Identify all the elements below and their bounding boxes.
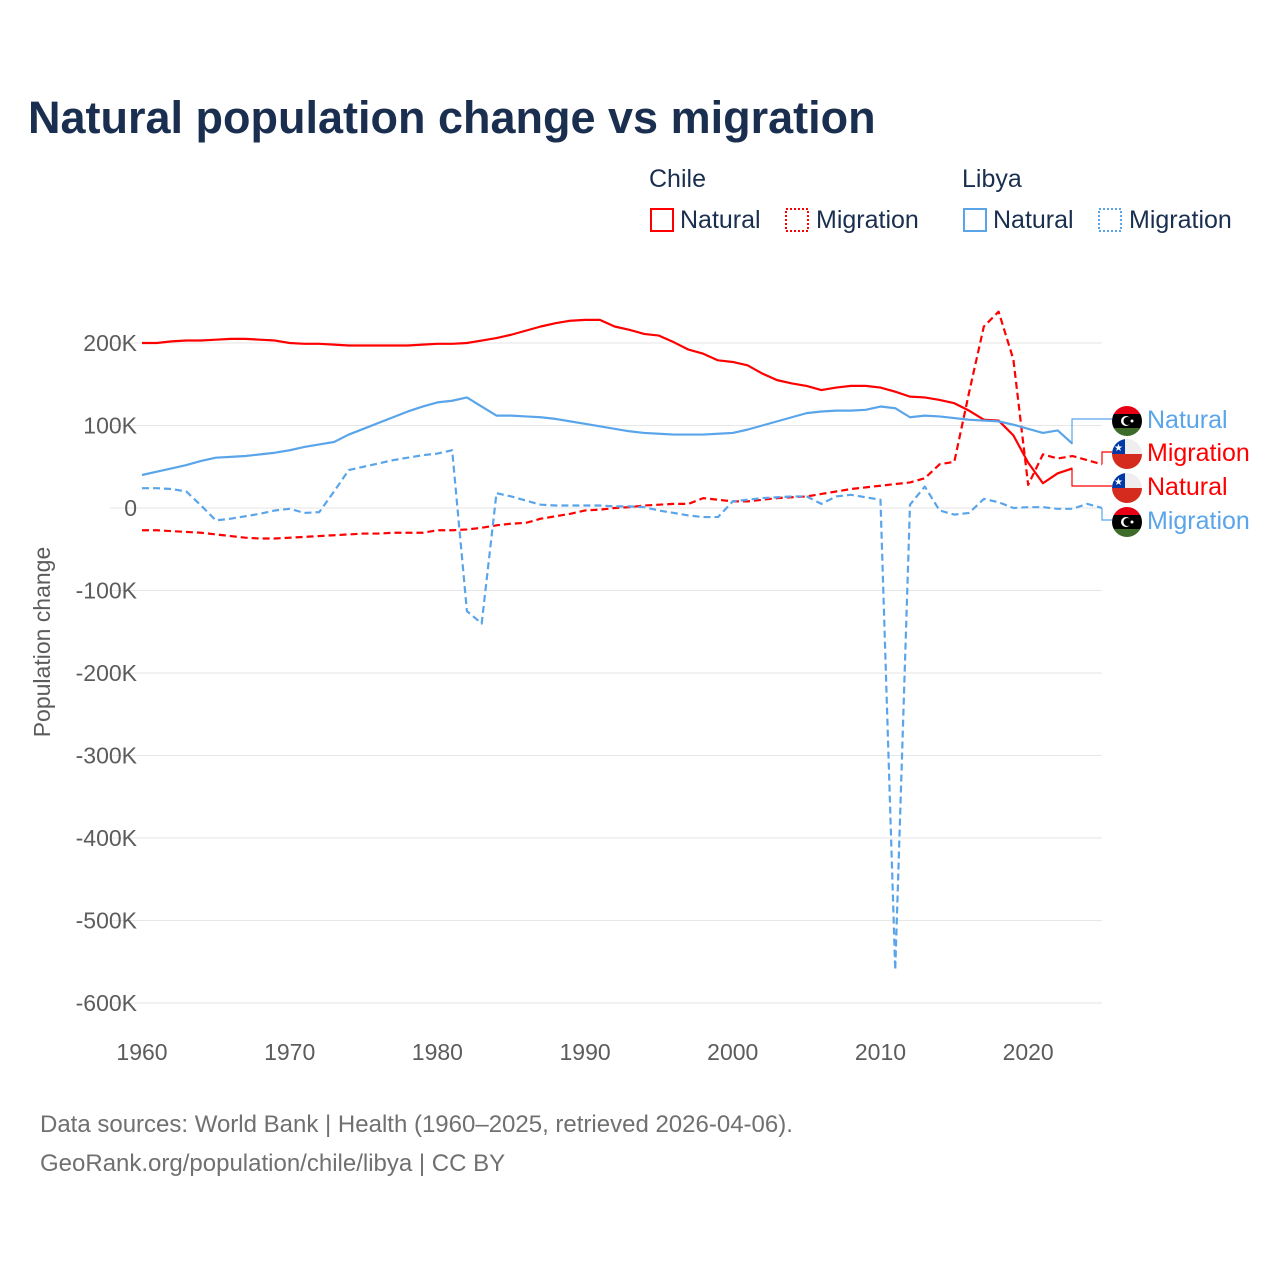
x-tick-label: 1970 — [264, 1039, 315, 1065]
y-tick-label: 200K — [83, 330, 137, 356]
legend-swatch-chile-migration[interactable] — [785, 208, 809, 232]
series-lines — [141, 310, 1103, 972]
legend-label-libya-natural[interactable]: Natural — [993, 206, 1074, 234]
end-label-libya-natural: Natural — [1147, 406, 1228, 434]
legend: Chile Natural Migration Libya Natural Mi… — [649, 165, 1232, 234]
legend-group-chile: Chile — [649, 165, 706, 193]
end-label-chile-migration: Migration — [1147, 439, 1250, 467]
leader-line — [1101, 451, 1112, 465]
y-tick-label: -600K — [76, 990, 138, 1016]
y-tick-label: 0 — [124, 495, 137, 521]
y-tick-label: 100K — [83, 413, 137, 439]
series-line-chile-migration[interactable] — [142, 310, 1103, 540]
end-label-libya-migration: Migration — [1147, 507, 1250, 535]
legend-swatch-libya-natural[interactable] — [963, 208, 987, 232]
x-tick-label: 2020 — [1003, 1039, 1054, 1065]
legend-swatch-chile-natural[interactable] — [650, 208, 674, 232]
y-tick-label: -300K — [76, 743, 138, 769]
libya-flag-icon — [1112, 507, 1142, 537]
leader-line — [1101, 508, 1112, 521]
x-tick-label: 2010 — [855, 1039, 906, 1065]
y-tick-label: -200K — [76, 660, 138, 686]
x-axis: 1960 1970 1980 1990 2000 2010 2020 — [116, 1039, 1053, 1065]
x-tick-label: 1980 — [412, 1039, 463, 1065]
chile-flag-icon: ★ — [1112, 473, 1142, 503]
footer-source: Data sources: World Bank | Health (1960–… — [40, 1111, 793, 1138]
y-tick-label: -400K — [76, 825, 138, 851]
footer-link[interactable]: GeoRank.org/population/chile/libya | CC … — [40, 1150, 505, 1177]
legend-swatch-libya-migration[interactable] — [1098, 208, 1122, 232]
x-tick-label: 1990 — [559, 1039, 610, 1065]
chart-title: Natural population change vs migration — [28, 92, 876, 143]
y-tick-label: -100K — [76, 578, 138, 604]
leader-line — [1071, 418, 1112, 445]
x-tick-label: 1960 — [116, 1039, 167, 1065]
libya-flag-icon — [1112, 406, 1142, 436]
legend-group-libya: Libya — [962, 165, 1022, 193]
end-labels: Natural ★ Migration ★ Natural Migration — [1071, 406, 1250, 537]
y-tick-label: -500K — [76, 908, 138, 934]
legend-label-chile-natural[interactable]: Natural — [680, 206, 761, 234]
end-label-chile-natural: Natural — [1147, 473, 1228, 501]
svg-text:★: ★ — [1114, 477, 1123, 488]
legend-label-chile-migration[interactable]: Migration — [816, 206, 919, 234]
chile-flag-icon: ★ — [1112, 439, 1142, 469]
series-line-libya-natural[interactable] — [141, 396, 1074, 477]
svg-text:★: ★ — [1114, 443, 1123, 454]
x-tick-label: 2000 — [707, 1039, 758, 1065]
y-axis-label: Population change — [29, 547, 55, 738]
gridlines — [110, 342, 1102, 1004]
series-line-chile-natural[interactable] — [142, 318, 1073, 485]
y-axis: 200K 100K 0 -100K -200K -300K -400K -500K -600K — [76, 330, 138, 1016]
legend-label-libya-migration[interactable]: Migration — [1129, 206, 1232, 234]
series-line-libya-migration[interactable] — [142, 449, 1103, 972]
leader-line — [1071, 467, 1112, 487]
